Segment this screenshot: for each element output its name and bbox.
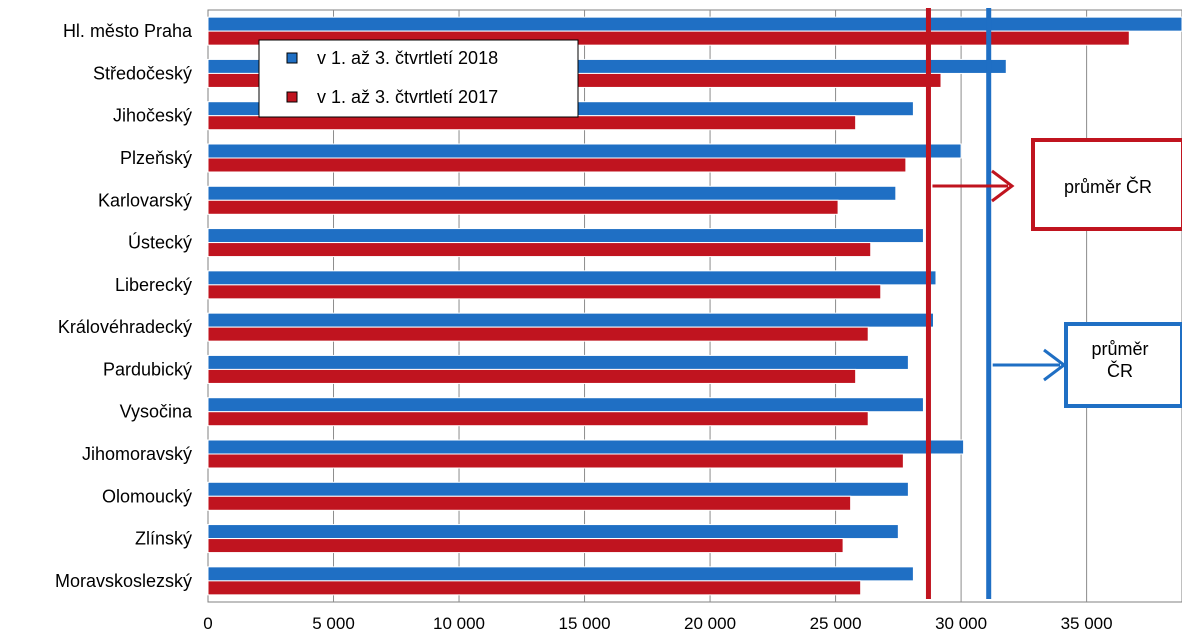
legend-label: v 1. až 3. čtvrtletí 2018 bbox=[317, 48, 498, 68]
annotation-text: ČR bbox=[1107, 360, 1133, 381]
category-label: Královéhradecký bbox=[58, 317, 192, 337]
category-label: Hl. město Praha bbox=[63, 21, 193, 41]
x-tick-label: 35 000 bbox=[1061, 614, 1113, 633]
x-tick-label: 25 000 bbox=[810, 614, 862, 633]
bar-2018 bbox=[207, 143, 962, 159]
x-tick-label: 0 bbox=[203, 614, 212, 633]
bar-2018 bbox=[207, 354, 909, 370]
annotation-box bbox=[1064, 322, 1182, 408]
category-label: Liberecký bbox=[115, 275, 192, 295]
bar-2017 bbox=[207, 538, 844, 554]
category-label: Olomoucký bbox=[102, 486, 192, 506]
bar-2018 bbox=[207, 566, 914, 582]
x-tick-label: 30 000 bbox=[935, 614, 987, 633]
x-tick-label: 10 000 bbox=[433, 614, 485, 633]
category-label: Plzeňský bbox=[120, 148, 192, 168]
category-label: Jihomoravský bbox=[82, 444, 192, 464]
category-label: Jihočeský bbox=[113, 106, 192, 126]
category-label: Středočeský bbox=[93, 63, 192, 83]
category-label: Karlovarský bbox=[98, 190, 192, 210]
bar-2017 bbox=[207, 284, 882, 300]
bar-2017 bbox=[207, 242, 872, 258]
category-label: Pardubický bbox=[103, 359, 192, 379]
legend-box bbox=[258, 39, 579, 118]
annotation-box bbox=[1031, 138, 1182, 231]
bar-2018 bbox=[207, 312, 934, 328]
category-label: Moravskoslezský bbox=[55, 571, 192, 591]
bar-2017 bbox=[207, 326, 869, 342]
category-label: Zlínský bbox=[135, 529, 192, 549]
bar-2018 bbox=[207, 16, 1182, 32]
bar-2018 bbox=[207, 397, 924, 413]
bar-2017 bbox=[207, 368, 857, 384]
bar-2018 bbox=[207, 481, 909, 497]
bar-2017 bbox=[207, 411, 869, 427]
bar-2018 bbox=[207, 270, 937, 286]
legend-swatch bbox=[286, 52, 298, 64]
legend-label: v 1. až 3. čtvrtletí 2017 bbox=[317, 87, 498, 107]
category-label: Vysočina bbox=[120, 402, 193, 422]
bar-2017 bbox=[207, 580, 862, 596]
bar-2017 bbox=[207, 453, 904, 469]
bar-2018 bbox=[207, 228, 924, 244]
x-tick-label: 20 000 bbox=[684, 614, 736, 633]
bar-2017 bbox=[207, 157, 907, 173]
category-label: Ústecký bbox=[128, 232, 192, 253]
x-tick-label: 15 000 bbox=[559, 614, 611, 633]
bar-2017 bbox=[207, 199, 839, 215]
annotation-text: průměr bbox=[1091, 339, 1148, 359]
annotation-text: průměr ČR bbox=[1064, 176, 1152, 197]
bar-2017 bbox=[207, 115, 857, 131]
x-tick-label: 5 000 bbox=[312, 614, 355, 633]
arrow-head bbox=[991, 169, 1015, 203]
bar-2018 bbox=[207, 185, 897, 201]
bar-2018 bbox=[207, 524, 899, 540]
bar-2018 bbox=[207, 439, 965, 455]
bar-2017 bbox=[207, 495, 852, 511]
legend-swatch bbox=[286, 91, 298, 103]
